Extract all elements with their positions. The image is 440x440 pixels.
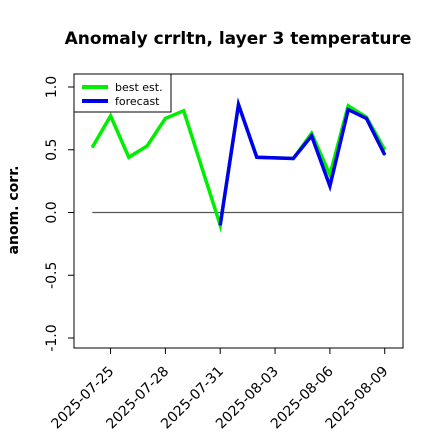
plot-frame <box>73 73 404 349</box>
legend-label-best-est: best est. <box>115 81 163 94</box>
data-point <box>237 103 240 106</box>
data-point <box>347 108 349 111</box>
data-point <box>219 224 222 226</box>
data-point <box>329 185 331 187</box>
y-tick-label: -0.5 <box>44 262 60 289</box>
data-point <box>292 157 295 160</box>
chart-title: Anomaly crrltn, layer 3 temperature <box>65 29 412 49</box>
y-tick-label: 0.0 <box>44 201 60 223</box>
legend-label-forecast: forecast <box>115 95 160 108</box>
data-point <box>329 174 331 176</box>
data-point <box>182 110 185 112</box>
data-point <box>91 146 94 149</box>
legend-box <box>73 73 172 113</box>
y-tick-label: 1.0 <box>44 76 60 98</box>
data-point <box>365 117 368 120</box>
plot-area: -1.0-0.50.00.51.02025-07-252025-07-28202… <box>44 73 404 432</box>
data-point <box>164 117 167 120</box>
data-point <box>146 145 148 147</box>
series-line-forecast <box>218 97 387 226</box>
data-point <box>255 156 258 159</box>
legend: best est. forecast <box>73 73 172 113</box>
data-point <box>383 148 386 151</box>
data-point <box>109 115 112 117</box>
data-point <box>310 135 313 137</box>
y-axis-label: anom. corr. <box>6 166 22 255</box>
y-tick-label: -1.0 <box>44 324 60 351</box>
y-tick-label: 0.5 <box>44 139 60 161</box>
data-point <box>383 153 386 156</box>
data-point <box>347 105 349 107</box>
data-point <box>128 156 130 159</box>
series-line-best-est <box>90 97 387 233</box>
